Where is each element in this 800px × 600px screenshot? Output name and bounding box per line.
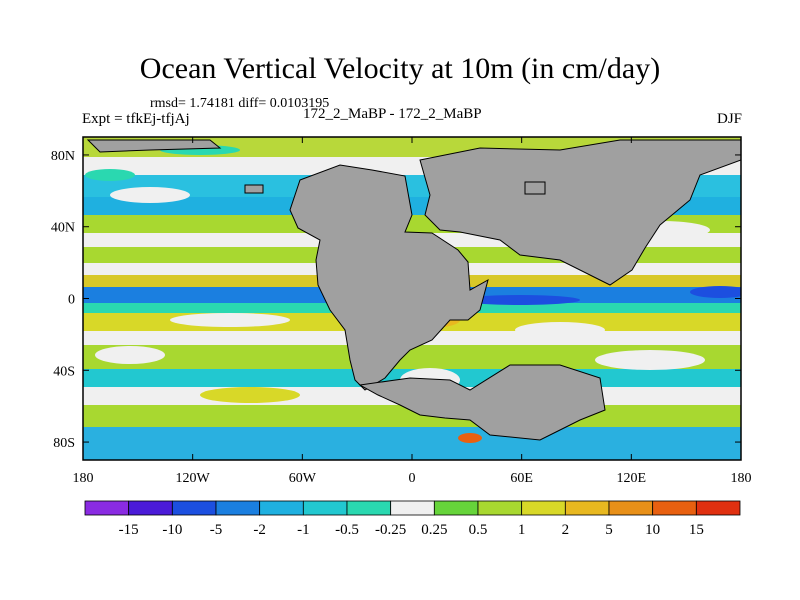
colorbar-swatch <box>564 500 610 516</box>
colorbar-swatch <box>171 500 217 516</box>
colorbar-label: -0.25 <box>375 522 406 538</box>
colorbar-swatch <box>390 500 435 516</box>
y-tick-label: 80N <box>51 149 75 164</box>
colorbar-swatch <box>346 500 392 516</box>
colorbar-swatch <box>128 500 173 516</box>
colorbar-label: 5 <box>605 522 613 538</box>
y-tick-label: 40S <box>53 364 75 379</box>
experiment-label: Expt = tfkEj-tfjAj <box>82 111 190 127</box>
x-tick-label: 180 <box>731 471 752 486</box>
colorbar-label: 2 <box>562 522 570 538</box>
page-title: Ocean Vertical Velocity at 10m (in cm/da… <box>139 52 661 85</box>
colorbar-label: -2 <box>253 522 266 538</box>
colorbar-label: 10 <box>645 522 660 538</box>
colorbar-label: -10 <box>162 522 182 538</box>
colorbar-swatch <box>695 500 741 516</box>
x-tick-label: 120E <box>617 471 647 486</box>
x-tick-label: 0 <box>409 471 416 486</box>
land-masses <box>86 139 741 441</box>
colorbar-swatch <box>433 500 479 516</box>
x-tick-label: 120W <box>176 471 211 486</box>
season-label: DJF <box>716 111 742 127</box>
colorbar-label: 0.5 <box>469 522 488 538</box>
colorbar-swatch <box>477 500 523 516</box>
colorbar-label: -0.5 <box>335 522 359 538</box>
stats-text: rmsd= 1.74181 diff= 0.0103195 <box>150 96 330 111</box>
x-tick-label: 60E <box>510 471 533 486</box>
colorbar-swatch <box>608 500 654 516</box>
colorbar-label: 0.25 <box>421 522 447 538</box>
y-tick-label: 0 <box>68 293 75 308</box>
colorbar-swatch <box>521 500 566 516</box>
colorbar-label: -5 <box>210 522 223 538</box>
subtitle: 172_2_MaBP - 172_2_MaBP <box>303 106 482 122</box>
x-tick-label: 180 <box>73 471 94 486</box>
x-tick-label: 60W <box>289 471 317 486</box>
colorbar-swatch <box>84 500 130 516</box>
y-axis: 80N 40N 0 40S 80S <box>51 149 741 451</box>
colorbar-swatch <box>652 500 697 516</box>
x-axis: 180 120W 60W 0 60E 120E 180 <box>73 137 752 486</box>
y-tick-label: 40N <box>51 221 75 236</box>
y-tick-label: 80S <box>53 436 75 451</box>
colorbar-label: -1 <box>297 522 310 538</box>
colorbar: -15 -10 -5 -2 -1 -0.5 -0.25 0.25 0.5 1 2 5 10 15 <box>84 500 741 538</box>
colorbar-swatch <box>259 500 304 516</box>
colorbar-swatch <box>302 500 348 516</box>
colorbar-label: -15 <box>119 522 139 538</box>
colorbar-label: 15 <box>689 522 704 538</box>
colorbar-label: 1 <box>518 522 526 538</box>
colorbar-swatch <box>215 500 261 516</box>
